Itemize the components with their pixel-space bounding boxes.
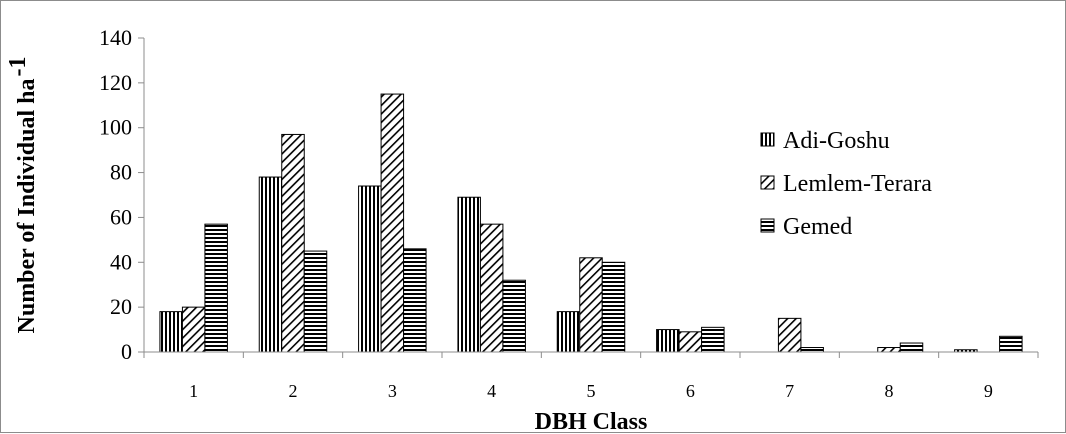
y-axis-title-group: Number of Individual ha -1 — [5, 57, 40, 334]
x-tick-label: 6 — [686, 381, 695, 401]
bar-gemed-6 — [701, 326, 725, 353]
bar-gemed-4 — [502, 279, 526, 353]
bar-gemed-5 — [601, 261, 626, 353]
bar-gemed-2 — [303, 250, 328, 353]
bar-gemed-9 — [999, 335, 1023, 353]
bar-gemed-7 — [800, 347, 824, 353]
legend: Adi-Goshu Lemlem-Terara Gemed — [760, 128, 932, 240]
legend-label: Adi-Goshu — [783, 128, 890, 154]
y-tick-label: 20 — [110, 294, 132, 319]
bar-lemlem-terara-2 — [281, 133, 305, 353]
bar-lemlem-terara-5 — [579, 257, 603, 353]
bar-lemlem-terara-4 — [479, 223, 504, 353]
bar-adi-goshu-4 — [457, 196, 481, 353]
y-axis-title-superscript: -1 — [5, 57, 31, 77]
y-tick-label: 60 — [110, 204, 132, 229]
bars — [159, 93, 1023, 353]
x-tick-label: 8 — [885, 381, 894, 401]
x-tick-label: 7 — [785, 381, 794, 401]
y-tick-label: 100 — [99, 115, 132, 140]
bar-lemlem-terara-7 — [777, 317, 802, 353]
legend-label: Lemlem-Terara — [783, 171, 932, 197]
legend-label: Gemed — [783, 214, 852, 240]
bar-lemlem-terara-6 — [678, 331, 703, 353]
bar-lemlem-terara-8 — [877, 347, 901, 353]
y-axis-title: Number of Individual ha — [14, 79, 40, 334]
x-tick-label: 4 — [487, 381, 496, 401]
bar-adi-goshu-5 — [556, 311, 581, 353]
bar-adi-goshu-6 — [656, 329, 680, 353]
bar-lemlem-terara-3 — [380, 93, 405, 353]
x-tick-label: 3 — [388, 381, 397, 401]
bar-adi-goshu-1 — [159, 311, 183, 353]
bar-gemed-1 — [204, 223, 228, 353]
x-axis-ticks: 1 2 3 4 5 6 7 8 9 — [143, 352, 1039, 401]
bar-lemlem-terara-1 — [181, 306, 206, 353]
bar-adi-goshu-2 — [258, 176, 283, 353]
x-tick-label: 2 — [289, 381, 298, 401]
y-tick-label: 80 — [110, 160, 132, 185]
x-tick-label: 9 — [984, 381, 993, 401]
bar-gemed-3 — [403, 248, 427, 353]
legend-swatch — [760, 218, 775, 233]
y-axis-ticks: 0 20 40 60 80 100 120 140 — [99, 25, 144, 364]
legend-swatch — [760, 175, 775, 190]
y-tick-label: 40 — [110, 249, 132, 274]
x-tick-label: 5 — [587, 381, 596, 401]
bar-gemed-8 — [899, 342, 924, 353]
bar-adi-goshu-3 — [358, 185, 382, 353]
y-tick-label: 140 — [99, 25, 132, 50]
x-axis-title: DBH Class — [535, 409, 648, 434]
x-tick-label: 1 — [189, 381, 198, 401]
y-tick-label: 120 — [99, 70, 132, 95]
y-tick-label: 0 — [121, 339, 132, 364]
legend-swatch — [760, 132, 775, 147]
